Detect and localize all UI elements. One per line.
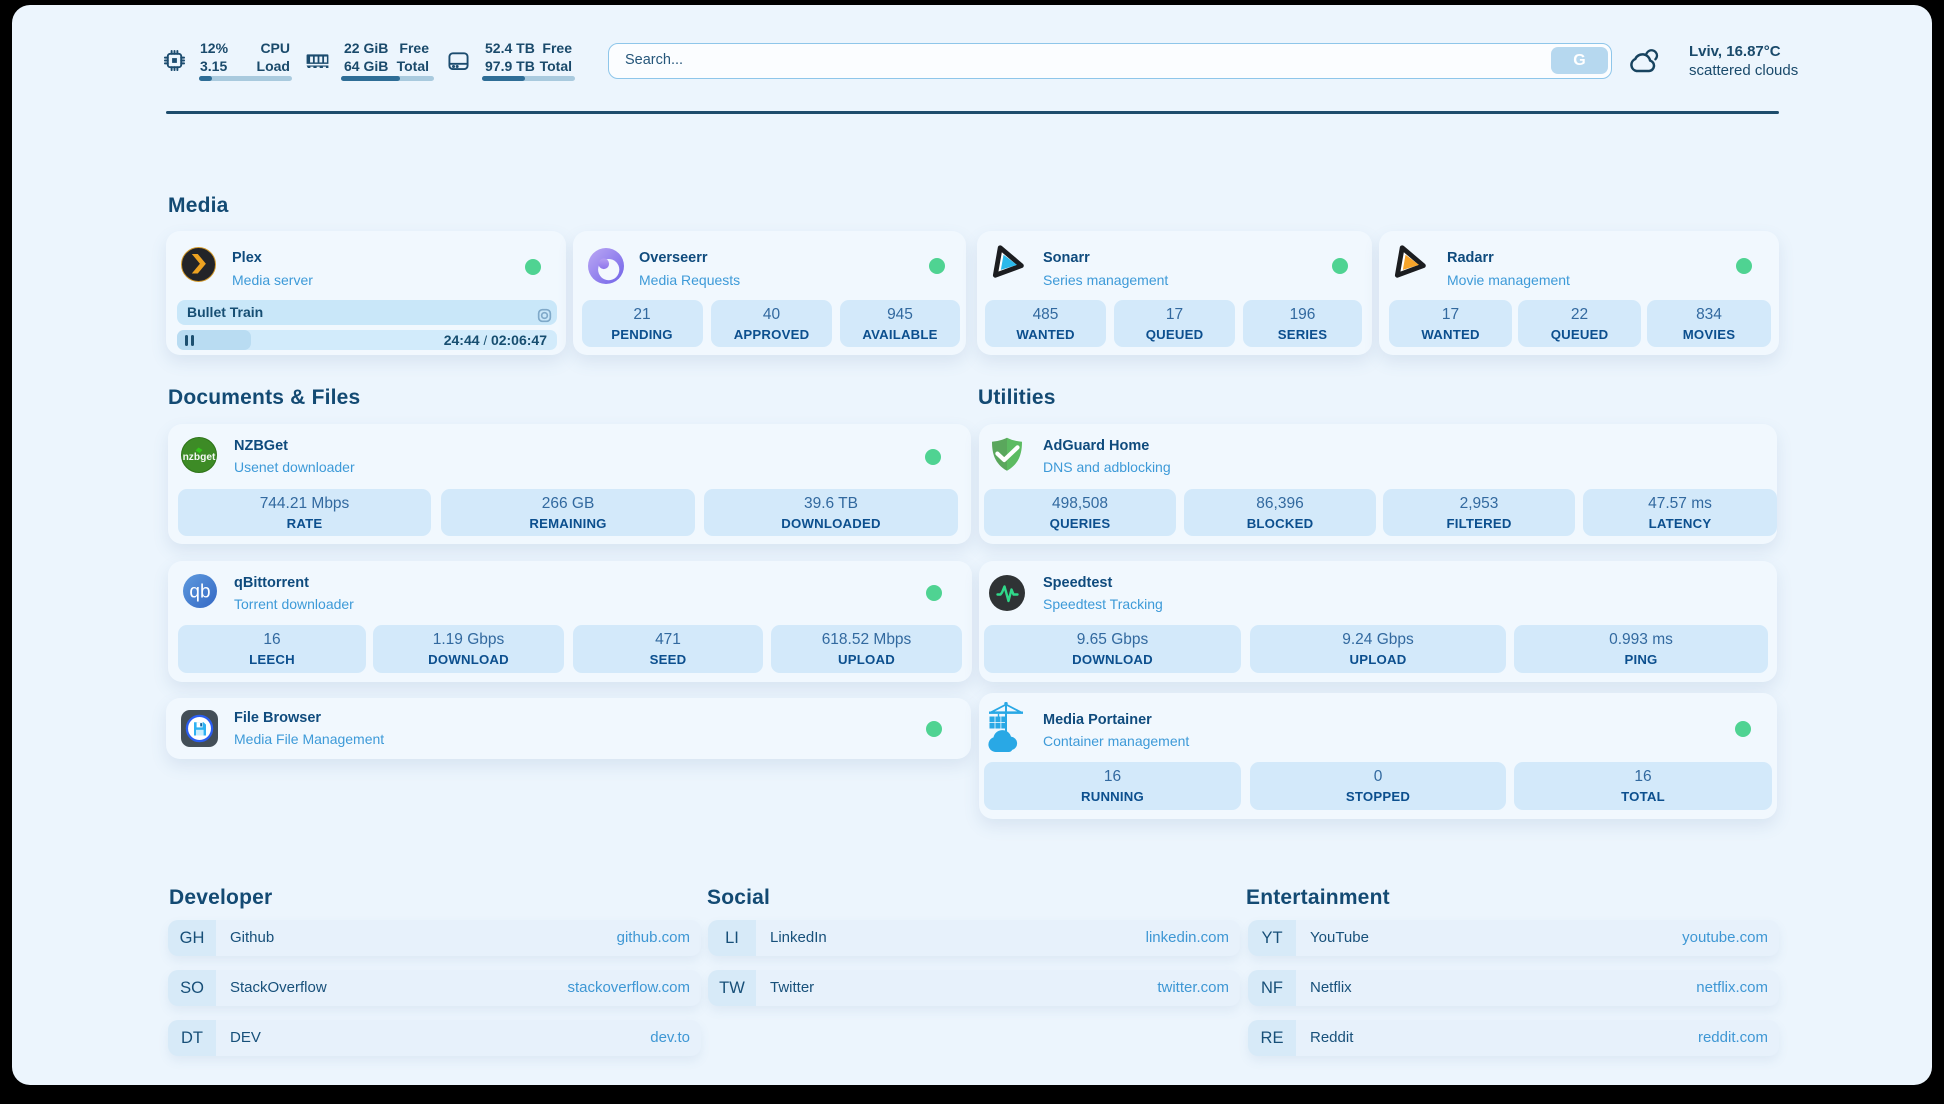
- svg-text:qb: qb: [189, 582, 210, 603]
- svg-text:nzbget: nzbget: [183, 452, 216, 463]
